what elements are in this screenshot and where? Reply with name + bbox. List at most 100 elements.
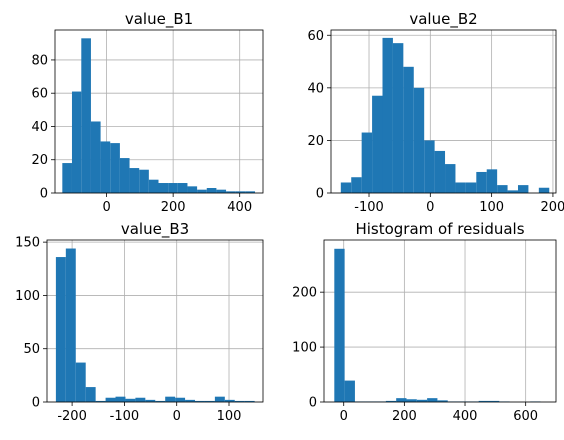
histogram-bar [175,397,186,402]
histogram-bar [90,121,101,193]
x-tick-label: 600 [513,409,538,424]
histogram-bar [517,185,529,193]
histogram-bar [216,189,227,193]
y-tick-label: 0 [309,396,317,411]
histogram-bar [204,400,215,402]
axes-frame [330,29,557,194]
histogram-bar [538,187,550,193]
panel-title: value_B1 [125,10,193,29]
histogram-bar [168,183,178,193]
histogram-bar [361,132,373,193]
x-tick-label: -100 [110,409,140,424]
histogram-bar [476,171,487,193]
histogram-bar [135,397,146,402]
y-tick-label: 20 [31,153,48,168]
histogram-bar [413,87,425,193]
y-tick-label: 60 [31,87,48,102]
histogram-bar [434,150,446,193]
histogram-bar [65,248,76,402]
histogram-bar [105,397,116,402]
axes-frame [46,239,264,403]
x-tick-label: 0 [173,409,181,424]
y-tick-label: 50 [23,342,40,357]
histogram-bar [488,400,500,402]
histogram-bar [62,163,72,193]
histogram-bar [244,400,255,402]
histogram-bar [81,38,91,193]
histogram-bar [392,43,404,194]
histogram-bar [75,362,86,402]
axes-frame [323,239,557,403]
histogram-bar [416,399,428,402]
histogram-bar [187,186,198,193]
x-tick-label: 400 [453,409,478,424]
histogram-bar [385,400,397,402]
histogram-bar [406,399,417,402]
histogram-bar [139,169,149,193]
histogram-bar [478,400,489,402]
x-tick-label: 0 [340,409,348,424]
histogram-bar [85,387,96,402]
histogram-bar [427,398,438,402]
histogram-bar [437,400,448,402]
histogram-bar [165,396,176,402]
histogram-bar [486,169,498,193]
histogram-bar [125,398,136,402]
histogram-bar [119,158,130,193]
x-tick-label: 200 [161,200,186,215]
histogram-bar [95,400,106,402]
y-tick-label: 200 [292,286,317,301]
histogram-bar [351,177,362,193]
panel-title: value_B2 [409,10,477,29]
histogram-bar [424,140,435,193]
histogram-bar [344,380,355,402]
histogram-bar [158,183,169,193]
histogram-bar [382,37,393,193]
histogram-bar [177,183,188,193]
x-tick-label: 200 [541,200,564,215]
x-tick-label: 100 [479,200,504,215]
y-tick-label: 100 [15,289,40,304]
histogram-panel-4: 0 200 400 600 0 100 200 Histogram of residuals [292,220,557,424]
histogram-bar [396,398,407,402]
x-tick-label: 200 [392,409,417,424]
x-tick-label: -200 [57,409,87,424]
histogram-bar [71,91,82,193]
histogram-panel-1: 0 200 400 0 20 40 60 80 value_B1 [31,10,264,215]
y-tick-label: 0 [316,187,324,202]
histogram-bar [224,399,235,402]
histogram-bar [334,248,345,402]
histogram-bar [129,168,140,193]
histogram-bar [403,66,414,193]
histogram-bar [185,399,196,402]
histogram-bar [372,95,383,193]
histogram-bar [455,182,466,193]
y-tick-label: 100 [292,341,317,356]
y-tick-label: 0 [32,396,40,411]
histogram-bar [155,400,166,402]
x-tick-label: 400 [227,200,252,215]
histogram-bar [245,191,256,193]
histogram-bar [497,185,508,193]
x-tick-label: -100 [354,200,384,215]
y-tick-label: 0 [40,187,48,202]
histogram-bar [507,190,518,193]
histogram-bar [340,182,352,193]
histogram-bar [145,399,156,402]
y-tick-label: 40 [307,81,324,96]
histogram-bar [234,400,245,402]
axes-frame [54,29,264,194]
histogram-bar [195,400,205,402]
histogram-bar [100,141,111,193]
histogram-bar [115,396,126,402]
x-tick-label: 0 [102,200,110,215]
histogram-bar [110,143,120,193]
panel-title: value_B3 [121,220,189,239]
histogram-bar [55,257,66,402]
x-tick-label: 0 [426,200,434,215]
y-tick-label: 80 [31,53,48,68]
histogram-panel-2: -100 0 100 200 0 20 40 60 value_B2 [307,10,564,215]
histogram-bar [235,191,246,193]
x-tick-label: 100 [217,409,242,424]
